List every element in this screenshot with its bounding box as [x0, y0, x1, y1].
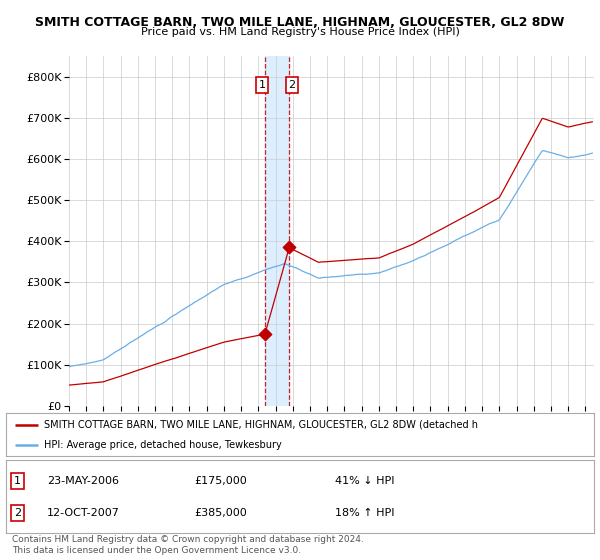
Text: 12-OCT-2007: 12-OCT-2007 [47, 508, 120, 518]
Text: £385,000: £385,000 [194, 508, 247, 518]
Text: £175,000: £175,000 [194, 475, 247, 486]
Point [260, 329, 269, 338]
Text: 2: 2 [14, 508, 22, 518]
Text: Contains HM Land Registry data © Crown copyright and database right 2024.
This d: Contains HM Land Registry data © Crown c… [12, 535, 364, 555]
Text: Price paid vs. HM Land Registry's House Price Index (HPI): Price paid vs. HM Land Registry's House … [140, 27, 460, 37]
Text: 18% ↑ HPI: 18% ↑ HPI [335, 508, 395, 518]
Text: 23-MAY-2006: 23-MAY-2006 [47, 475, 119, 486]
Point [284, 243, 294, 252]
Text: SMITH COTTAGE BARN, TWO MILE LANE, HIGHNAM, GLOUCESTER, GL2 8DW: SMITH COTTAGE BARN, TWO MILE LANE, HIGHN… [35, 16, 565, 29]
Bar [265, 56, 289, 406]
Text: 41% ↓ HPI: 41% ↓ HPI [335, 475, 395, 486]
Text: 1: 1 [259, 80, 265, 90]
Text: 2: 2 [289, 80, 296, 90]
Text: SMITH COTTAGE BARN, TWO MILE LANE, HIGHNAM, GLOUCESTER, GL2 8DW (detached h: SMITH COTTAGE BARN, TWO MILE LANE, HIGHN… [44, 419, 478, 430]
Text: HPI: Average price, detached house, Tewkesbury: HPI: Average price, detached house, Tewk… [44, 440, 282, 450]
Text: 1: 1 [14, 475, 21, 486]
